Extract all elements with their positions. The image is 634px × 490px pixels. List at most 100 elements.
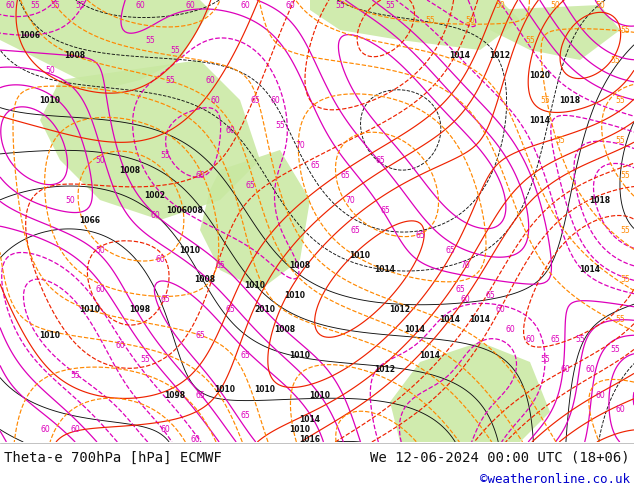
Text: 1098: 1098 (129, 305, 150, 315)
Text: 1014: 1014 (529, 116, 550, 124)
Text: 55: 55 (620, 25, 630, 34)
Text: 65: 65 (195, 391, 205, 399)
Text: 1020: 1020 (529, 71, 550, 79)
Text: 65: 65 (415, 230, 425, 240)
Text: 50: 50 (95, 155, 105, 165)
Text: 65: 65 (310, 161, 320, 170)
Text: 60: 60 (615, 406, 625, 415)
Text: 55: 55 (525, 35, 535, 45)
Text: 55: 55 (385, 0, 395, 9)
Text: 65: 65 (215, 261, 225, 270)
Text: 55: 55 (610, 55, 620, 65)
Text: 1008: 1008 (195, 275, 216, 285)
Text: 1010: 1010 (179, 245, 200, 254)
Text: 60: 60 (135, 0, 145, 9)
Text: 65: 65 (245, 180, 255, 190)
Text: 50: 50 (550, 0, 560, 9)
Text: 1010: 1010 (290, 425, 311, 435)
Text: 65: 65 (195, 330, 205, 340)
Text: 55: 55 (540, 96, 550, 104)
Text: 60: 60 (505, 325, 515, 335)
Text: 1006: 1006 (20, 30, 41, 40)
Text: 1014: 1014 (450, 50, 470, 59)
Polygon shape (390, 342, 550, 442)
Text: 65: 65 (250, 96, 260, 104)
Polygon shape (200, 150, 310, 290)
Text: 55: 55 (615, 316, 625, 324)
Text: 55: 55 (170, 46, 180, 54)
Text: 1010: 1010 (214, 386, 235, 394)
Text: 60: 60 (560, 366, 570, 374)
Text: 1012: 1012 (389, 305, 410, 315)
Text: 55: 55 (615, 96, 625, 104)
Text: 2010: 2010 (254, 305, 276, 315)
Text: Theta-e 700hPa [hPa] ECMWF: Theta-e 700hPa [hPa] ECMWF (4, 450, 222, 465)
Text: 65: 65 (240, 411, 250, 419)
Text: 50: 50 (595, 0, 605, 9)
Text: 1010: 1010 (349, 250, 370, 260)
Text: 1010: 1010 (39, 330, 60, 340)
Text: 55: 55 (540, 356, 550, 365)
Text: 55: 55 (145, 35, 155, 45)
Text: 50: 50 (65, 196, 75, 204)
Text: 60: 60 (70, 425, 80, 435)
Text: 60: 60 (210, 96, 220, 104)
Text: 65: 65 (240, 350, 250, 360)
Text: 55: 55 (425, 16, 435, 24)
Text: 1014: 1014 (299, 416, 321, 424)
Text: 50: 50 (465, 16, 475, 24)
Text: 55: 55 (70, 370, 80, 379)
Text: 1014: 1014 (470, 316, 491, 324)
Text: 1018: 1018 (590, 196, 611, 204)
Polygon shape (40, 60, 260, 220)
Text: 1098: 1098 (164, 391, 186, 399)
Text: 55: 55 (335, 0, 345, 9)
Text: 55: 55 (620, 275, 630, 285)
Text: 1012: 1012 (489, 50, 510, 59)
Text: 55: 55 (620, 225, 630, 235)
Text: 1014: 1014 (579, 266, 600, 274)
Text: 65: 65 (340, 171, 350, 179)
Text: 1010: 1010 (79, 305, 101, 315)
Text: 60: 60 (460, 295, 470, 304)
Text: 1018: 1018 (559, 96, 581, 104)
Text: 60: 60 (190, 436, 200, 444)
Text: 60: 60 (595, 391, 605, 399)
Text: 1008: 1008 (275, 325, 295, 335)
Text: 60: 60 (95, 286, 105, 294)
Text: 65: 65 (455, 286, 465, 294)
Text: 1010: 1010 (309, 391, 330, 399)
Text: 60: 60 (185, 0, 195, 9)
Text: 1010: 1010 (245, 280, 266, 290)
Text: 60: 60 (270, 96, 280, 104)
Text: 1008: 1008 (119, 166, 141, 174)
Text: We 12-06-2024 00:00 UTC (18+06): We 12-06-2024 00:00 UTC (18+06) (370, 450, 630, 465)
Text: 60: 60 (115, 341, 125, 349)
Text: 55: 55 (75, 0, 85, 9)
Text: 1014: 1014 (375, 266, 396, 274)
Text: 60: 60 (585, 366, 595, 374)
Text: 1066: 1066 (79, 216, 101, 224)
Text: 60: 60 (195, 171, 205, 179)
Text: 60: 60 (205, 75, 215, 84)
Text: 65: 65 (380, 205, 390, 215)
Polygon shape (0, 0, 210, 90)
Text: 60: 60 (150, 211, 160, 220)
Text: 60: 60 (155, 255, 165, 265)
Text: 1008: 1008 (65, 50, 86, 59)
Text: 1010: 1010 (285, 291, 306, 299)
Text: 70: 70 (295, 141, 305, 149)
Text: 1010: 1010 (39, 96, 60, 104)
Text: 1014: 1014 (420, 350, 441, 360)
Text: 55: 55 (140, 356, 150, 365)
Text: 50: 50 (45, 66, 55, 74)
Text: 55: 55 (615, 136, 625, 145)
Text: 60: 60 (225, 125, 235, 134)
Text: 60: 60 (5, 0, 15, 9)
Text: 55: 55 (30, 0, 40, 9)
Text: 60: 60 (240, 0, 250, 9)
Text: 65: 65 (485, 291, 495, 299)
Text: 65: 65 (445, 245, 455, 254)
Text: 60: 60 (495, 305, 505, 315)
Text: 70: 70 (460, 261, 470, 270)
